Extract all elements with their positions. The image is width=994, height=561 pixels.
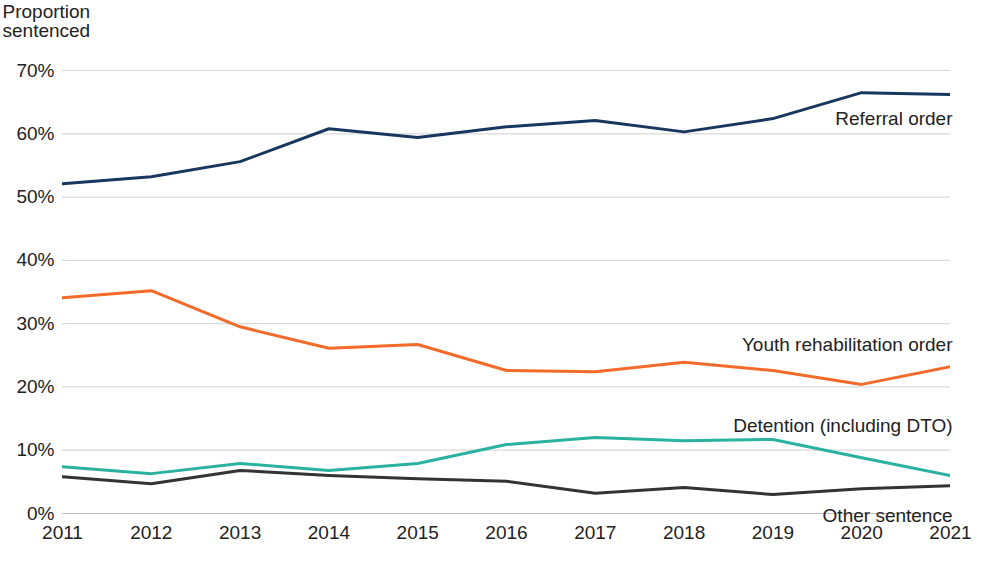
svg-text:2015: 2015 [397, 522, 439, 543]
svg-text:2011: 2011 [42, 522, 83, 543]
svg-text:2014: 2014 [308, 522, 351, 543]
svg-text:Proportionsentenced: Proportionsentenced [3, 1, 91, 41]
svg-text:50%: 50% [16, 186, 54, 207]
svg-text:Detention (including DTO): Detention (including DTO) [733, 415, 952, 436]
svg-text:Youth rehabilitation order: Youth rehabilitation order [742, 334, 953, 355]
svg-text:2019: 2019 [752, 522, 794, 543]
svg-text:Other sentence: Other sentence [823, 505, 953, 526]
svg-text:2016: 2016 [485, 522, 527, 543]
svg-text:0%: 0% [27, 503, 55, 524]
svg-text:2018: 2018 [663, 522, 705, 543]
svg-text:2020: 2020 [840, 522, 883, 543]
svg-text:40%: 40% [16, 249, 54, 270]
svg-text:Referral order: Referral order [835, 108, 953, 129]
svg-text:2017: 2017 [574, 522, 616, 543]
svg-text:2012: 2012 [130, 522, 172, 543]
svg-text:30%: 30% [16, 313, 54, 334]
svg-text:2013: 2013 [219, 522, 261, 543]
svg-text:20%: 20% [16, 376, 54, 397]
svg-text:10%: 10% [16, 439, 54, 460]
svg-text:70%: 70% [16, 60, 54, 81]
svg-text:2021: 2021 [929, 522, 972, 543]
svg-text:60%: 60% [16, 123, 54, 144]
